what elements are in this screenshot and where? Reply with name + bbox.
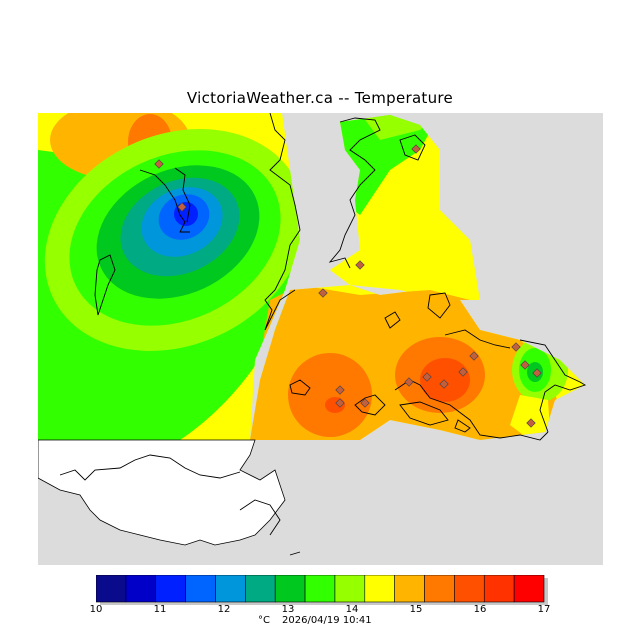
color-scale-tick-label: 11	[153, 604, 167, 615]
color-scale-swatch	[394, 575, 425, 603]
color-scale-bar	[96, 575, 548, 605]
color-scale-tick-label: 13	[281, 604, 295, 615]
color-scale-tick-label: 16	[473, 604, 487, 615]
color-scale-swatch	[334, 575, 366, 603]
color-scale-swatch	[125, 575, 157, 603]
color-scale-swatch	[424, 575, 455, 603]
color-scale-swatch	[454, 575, 485, 603]
unit-label: °C	[258, 615, 270, 626]
coastlines	[59, 113, 587, 556]
color-scale-swatch	[274, 575, 306, 603]
color-scale-swatch	[364, 575, 395, 603]
temperature-map	[38, 113, 603, 565]
color-scale-tick-label: 14	[345, 604, 359, 615]
color-scale-swatch	[96, 575, 127, 603]
color-scale-swatch	[513, 575, 545, 603]
map-title: VictoriaWeather.ca -- Temperature	[186, 89, 454, 107]
timestamp: 2026/04/19 10:41	[282, 615, 372, 626]
color-scale-swatch	[185, 575, 216, 603]
color-scale-swatch	[215, 575, 246, 603]
southern-land	[38, 439, 286, 546]
color-scale-tick-label: 17	[537, 604, 551, 615]
color-scale-swatch	[155, 575, 186, 603]
color-scale-tick-label: 10	[89, 604, 103, 615]
color-scale-tick-label: 15	[409, 604, 423, 615]
color-scale-tick-label: 12	[217, 604, 231, 615]
color-scale-swatch	[483, 575, 515, 603]
color-scale-swatch	[304, 575, 336, 603]
station-markers	[154, 144, 542, 428]
color-scale-swatch	[245, 575, 276, 603]
